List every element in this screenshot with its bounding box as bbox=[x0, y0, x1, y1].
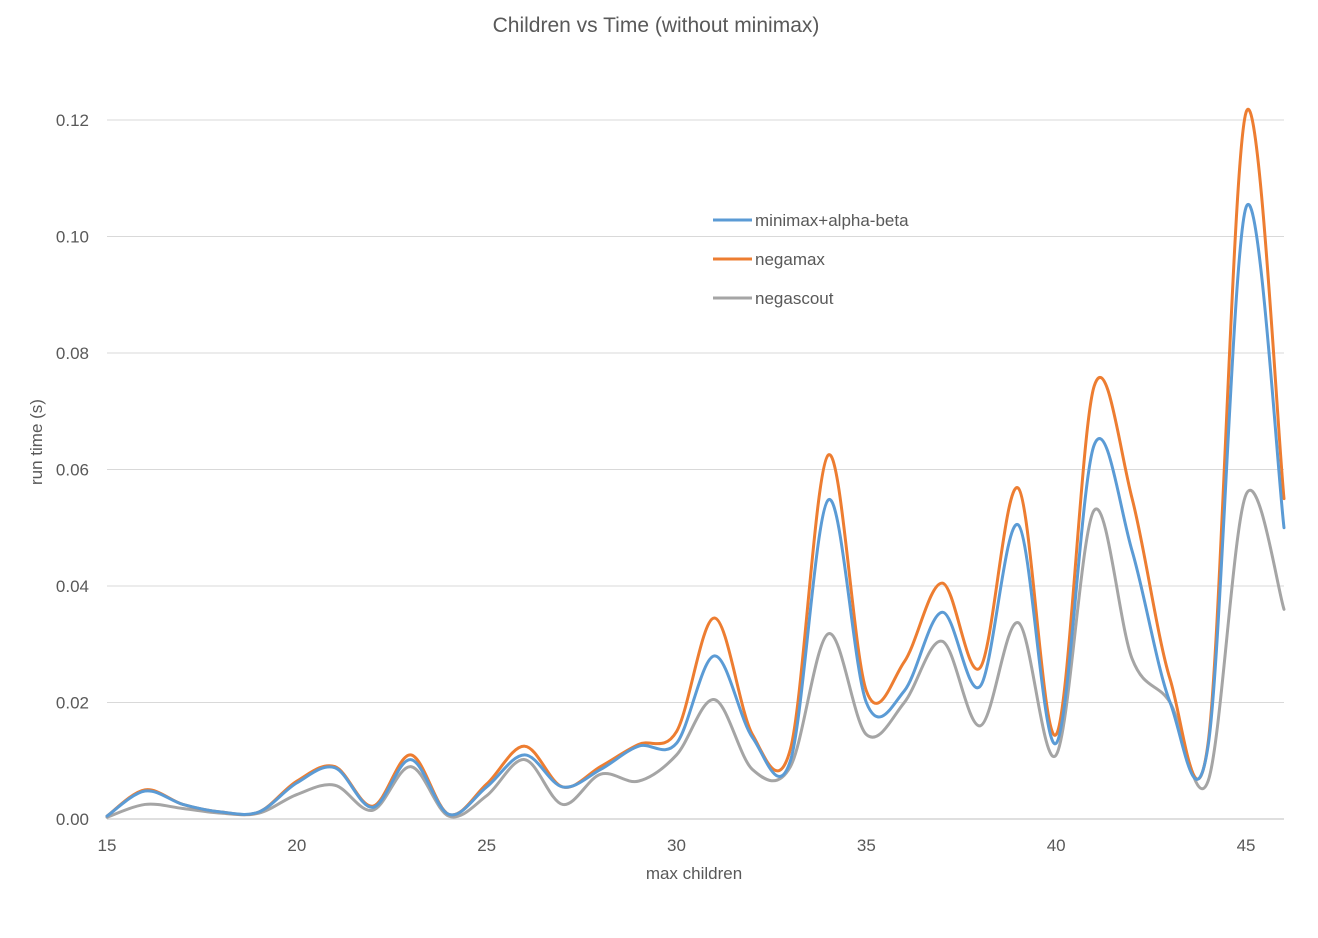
y-tick-label: 0.06 bbox=[56, 461, 89, 480]
x-tick-label: 40 bbox=[1047, 836, 1066, 855]
x-tick-label: 30 bbox=[667, 836, 686, 855]
series-line-minimax-alpha-beta bbox=[105, 202, 1286, 818]
chart-title: Children vs Time (without minimax) bbox=[493, 14, 820, 37]
y-tick-label: 0.12 bbox=[56, 111, 89, 130]
gridlines bbox=[107, 119, 1284, 820]
y-axis-ticks: 0.00 0.02 0.04 0.06 0.08 0.10 0.12 bbox=[56, 111, 89, 829]
legend-label: negascout bbox=[755, 289, 834, 308]
legend-label: minimax+alpha-beta bbox=[755, 211, 909, 230]
legend: minimax+alpha-beta negamax negascout bbox=[713, 211, 909, 308]
y-tick-label: 0.00 bbox=[56, 810, 89, 829]
series-line-negamax bbox=[105, 107, 1286, 818]
x-axis-ticks: 15 20 25 30 35 40 45 bbox=[98, 836, 1256, 855]
y-tick-label: 0.02 bbox=[56, 694, 89, 713]
x-tick-label: 20 bbox=[287, 836, 306, 855]
x-axis-title: max children bbox=[646, 864, 742, 883]
y-tick-label: 0.08 bbox=[56, 344, 89, 363]
legend-label: negamax bbox=[755, 250, 825, 269]
x-tick-label: 45 bbox=[1237, 836, 1256, 855]
x-tick-label: 15 bbox=[98, 836, 117, 855]
series-line-negascout bbox=[105, 489, 1286, 819]
y-tick-label: 0.04 bbox=[56, 577, 89, 596]
x-tick-label: 25 bbox=[477, 836, 496, 855]
y-axis-title: run time (s) bbox=[27, 399, 46, 485]
y-tick-label: 0.10 bbox=[56, 228, 89, 247]
x-tick-label: 35 bbox=[857, 836, 876, 855]
series-lines bbox=[105, 107, 1286, 819]
